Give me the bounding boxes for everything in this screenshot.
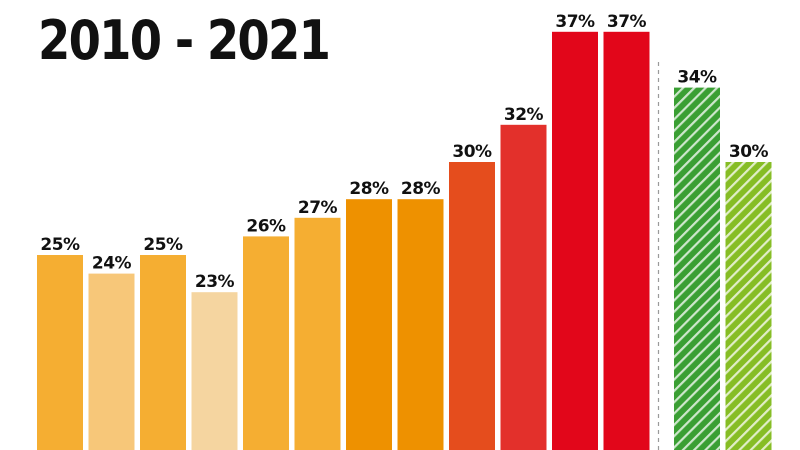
bar-value-label-5: 27%	[298, 198, 338, 218]
bar-value-label-8: 30%	[452, 142, 492, 162]
bar-value-label-13: 30%	[729, 142, 769, 162]
bar-10	[552, 31, 598, 450]
bar-value-label-6: 28%	[349, 179, 389, 199]
bar-9	[500, 124, 547, 450]
bar-4	[243, 236, 289, 450]
bar-value-label-4: 26%	[246, 216, 286, 236]
bar-1	[88, 273, 135, 450]
bar-0	[37, 255, 83, 450]
bar-value-label-7: 28%	[401, 179, 441, 199]
bar-value-label-10: 37%	[555, 12, 595, 32]
bar-6	[346, 199, 392, 450]
bar-value-label-9: 32%	[504, 105, 544, 125]
bar-2	[140, 255, 186, 450]
bar-value-label-1: 24%	[92, 254, 132, 274]
bar-value-label-3: 23%	[195, 272, 235, 292]
bar-11	[603, 31, 650, 450]
bar-value-label-0: 25%	[40, 235, 80, 255]
bar-12	[674, 87, 720, 450]
bar-value-label-12: 34%	[677, 68, 717, 88]
bar-13	[725, 162, 772, 450]
bar-value-label-2: 25%	[143, 235, 183, 255]
bar-3	[191, 292, 238, 450]
bar-8	[449, 162, 495, 450]
bar-5	[294, 217, 341, 450]
bar-7	[397, 199, 444, 450]
bar-value-label-11: 37%	[607, 12, 647, 32]
chart-title: 2010 - 2021	[38, 9, 331, 72]
